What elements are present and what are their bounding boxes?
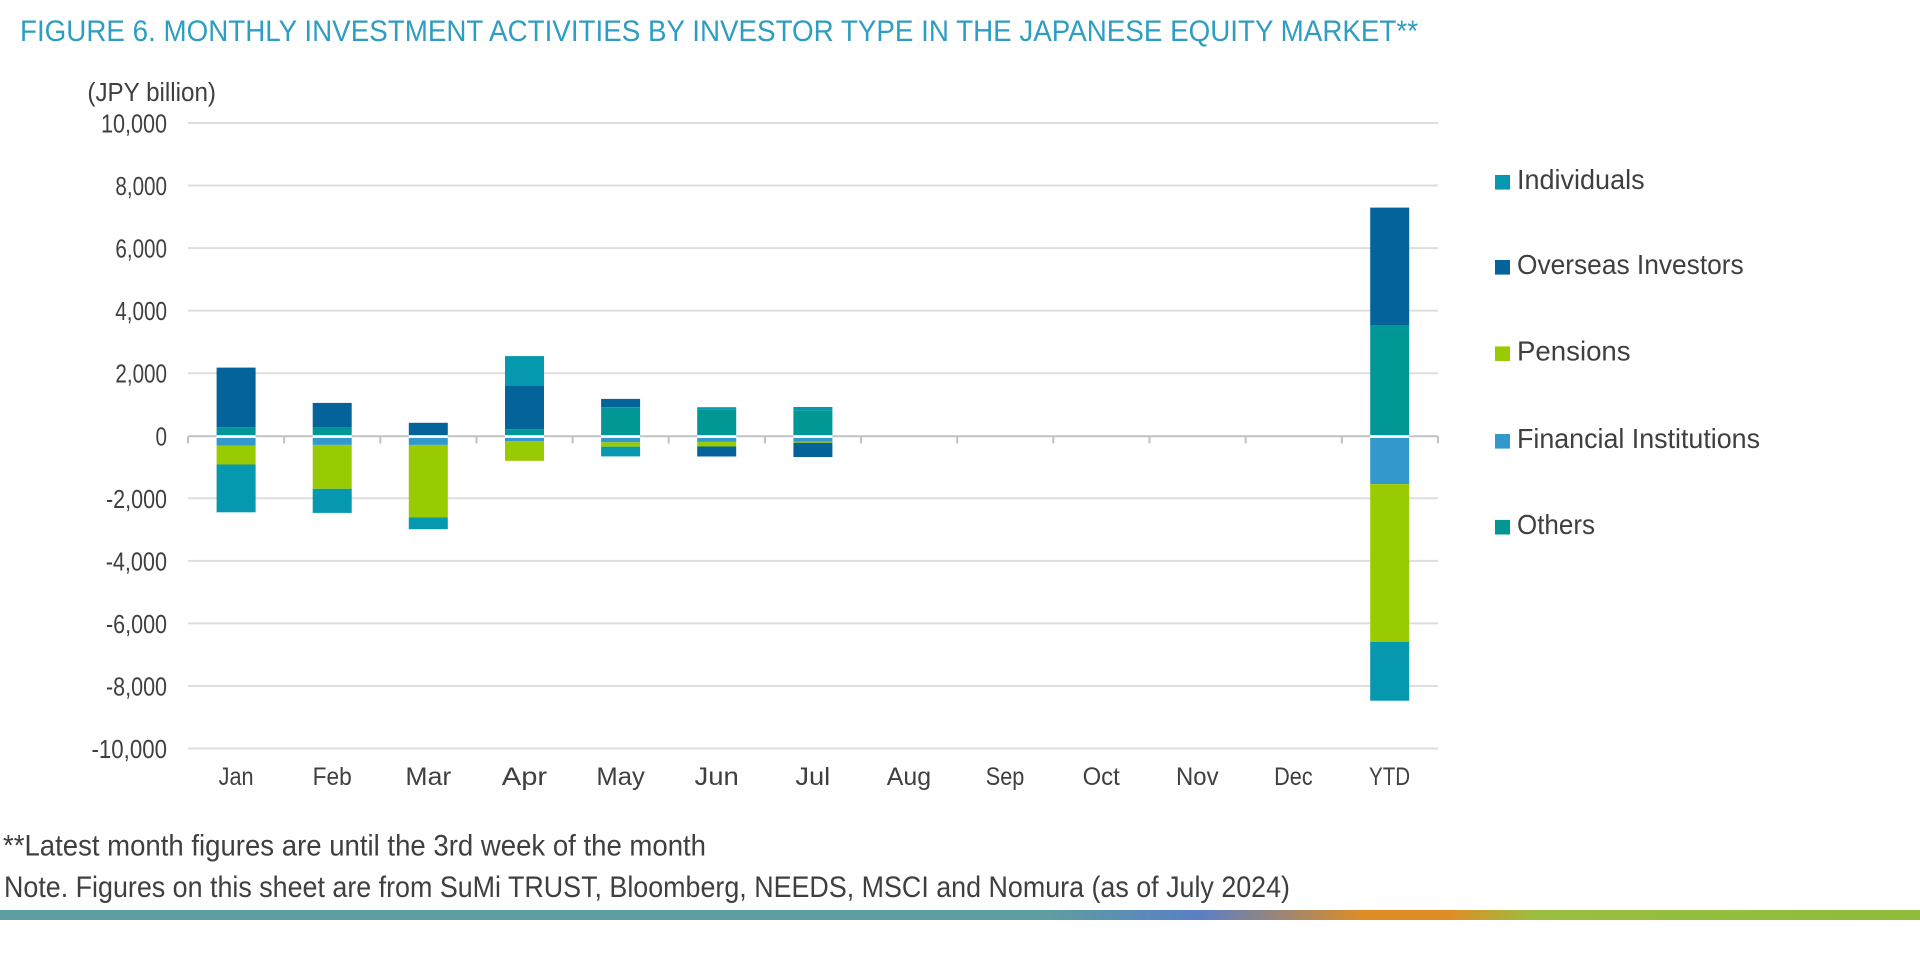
svg-text:-6,000: -6,000 — [106, 609, 167, 639]
svg-text:FIGURE 6. MONTHLY INVESTMENT A: FIGURE 6. MONTHLY INVESTMENT ACTIVITIES … — [20, 15, 1418, 48]
svg-text:Pensions: Pensions — [1517, 336, 1631, 367]
svg-text:Aug: Aug — [887, 763, 931, 791]
svg-text:Individuals: Individuals — [1517, 164, 1645, 195]
svg-text:2,000: 2,000 — [115, 359, 167, 389]
svg-text:Overseas Investors: Overseas Investors — [1517, 249, 1744, 280]
svg-text:(JPY billion): (JPY billion) — [87, 79, 216, 107]
svg-text:YTD: YTD — [1369, 763, 1410, 791]
svg-text:10,000: 10,000 — [101, 109, 167, 139]
svg-text:-2,000: -2,000 — [106, 484, 167, 514]
svg-text:Nov: Nov — [1176, 763, 1219, 791]
svg-text:6,000: 6,000 — [115, 234, 167, 264]
svg-text:-10,000: -10,000 — [92, 734, 168, 764]
svg-text:Financial Institutions: Financial Institutions — [1517, 423, 1760, 454]
svg-text:Oct: Oct — [1083, 763, 1120, 791]
svg-text:Jul: Jul — [795, 763, 830, 791]
svg-text:**Latest month figures are unt: **Latest month figures are until the 3rd… — [3, 830, 706, 863]
svg-text:Others: Others — [1517, 509, 1595, 540]
svg-text:0: 0 — [156, 421, 168, 451]
svg-text:8,000: 8,000 — [115, 171, 167, 201]
svg-text:Apr: Apr — [502, 763, 547, 791]
svg-text:Dec: Dec — [1274, 763, 1313, 791]
svg-text:4,000: 4,000 — [115, 296, 167, 326]
svg-text:May: May — [596, 763, 645, 791]
svg-text:Jun: Jun — [695, 763, 739, 791]
svg-text:Jan: Jan — [219, 763, 254, 791]
svg-text:Sep: Sep — [986, 763, 1025, 791]
svg-text:Feb: Feb — [313, 763, 352, 791]
svg-text:-4,000: -4,000 — [106, 546, 167, 576]
svg-text:Mar: Mar — [405, 763, 451, 791]
svg-text:Note. Figures on this sheet ar: Note. Figures on this sheet are from SuM… — [4, 871, 1290, 904]
svg-text:-8,000: -8,000 — [106, 671, 167, 701]
